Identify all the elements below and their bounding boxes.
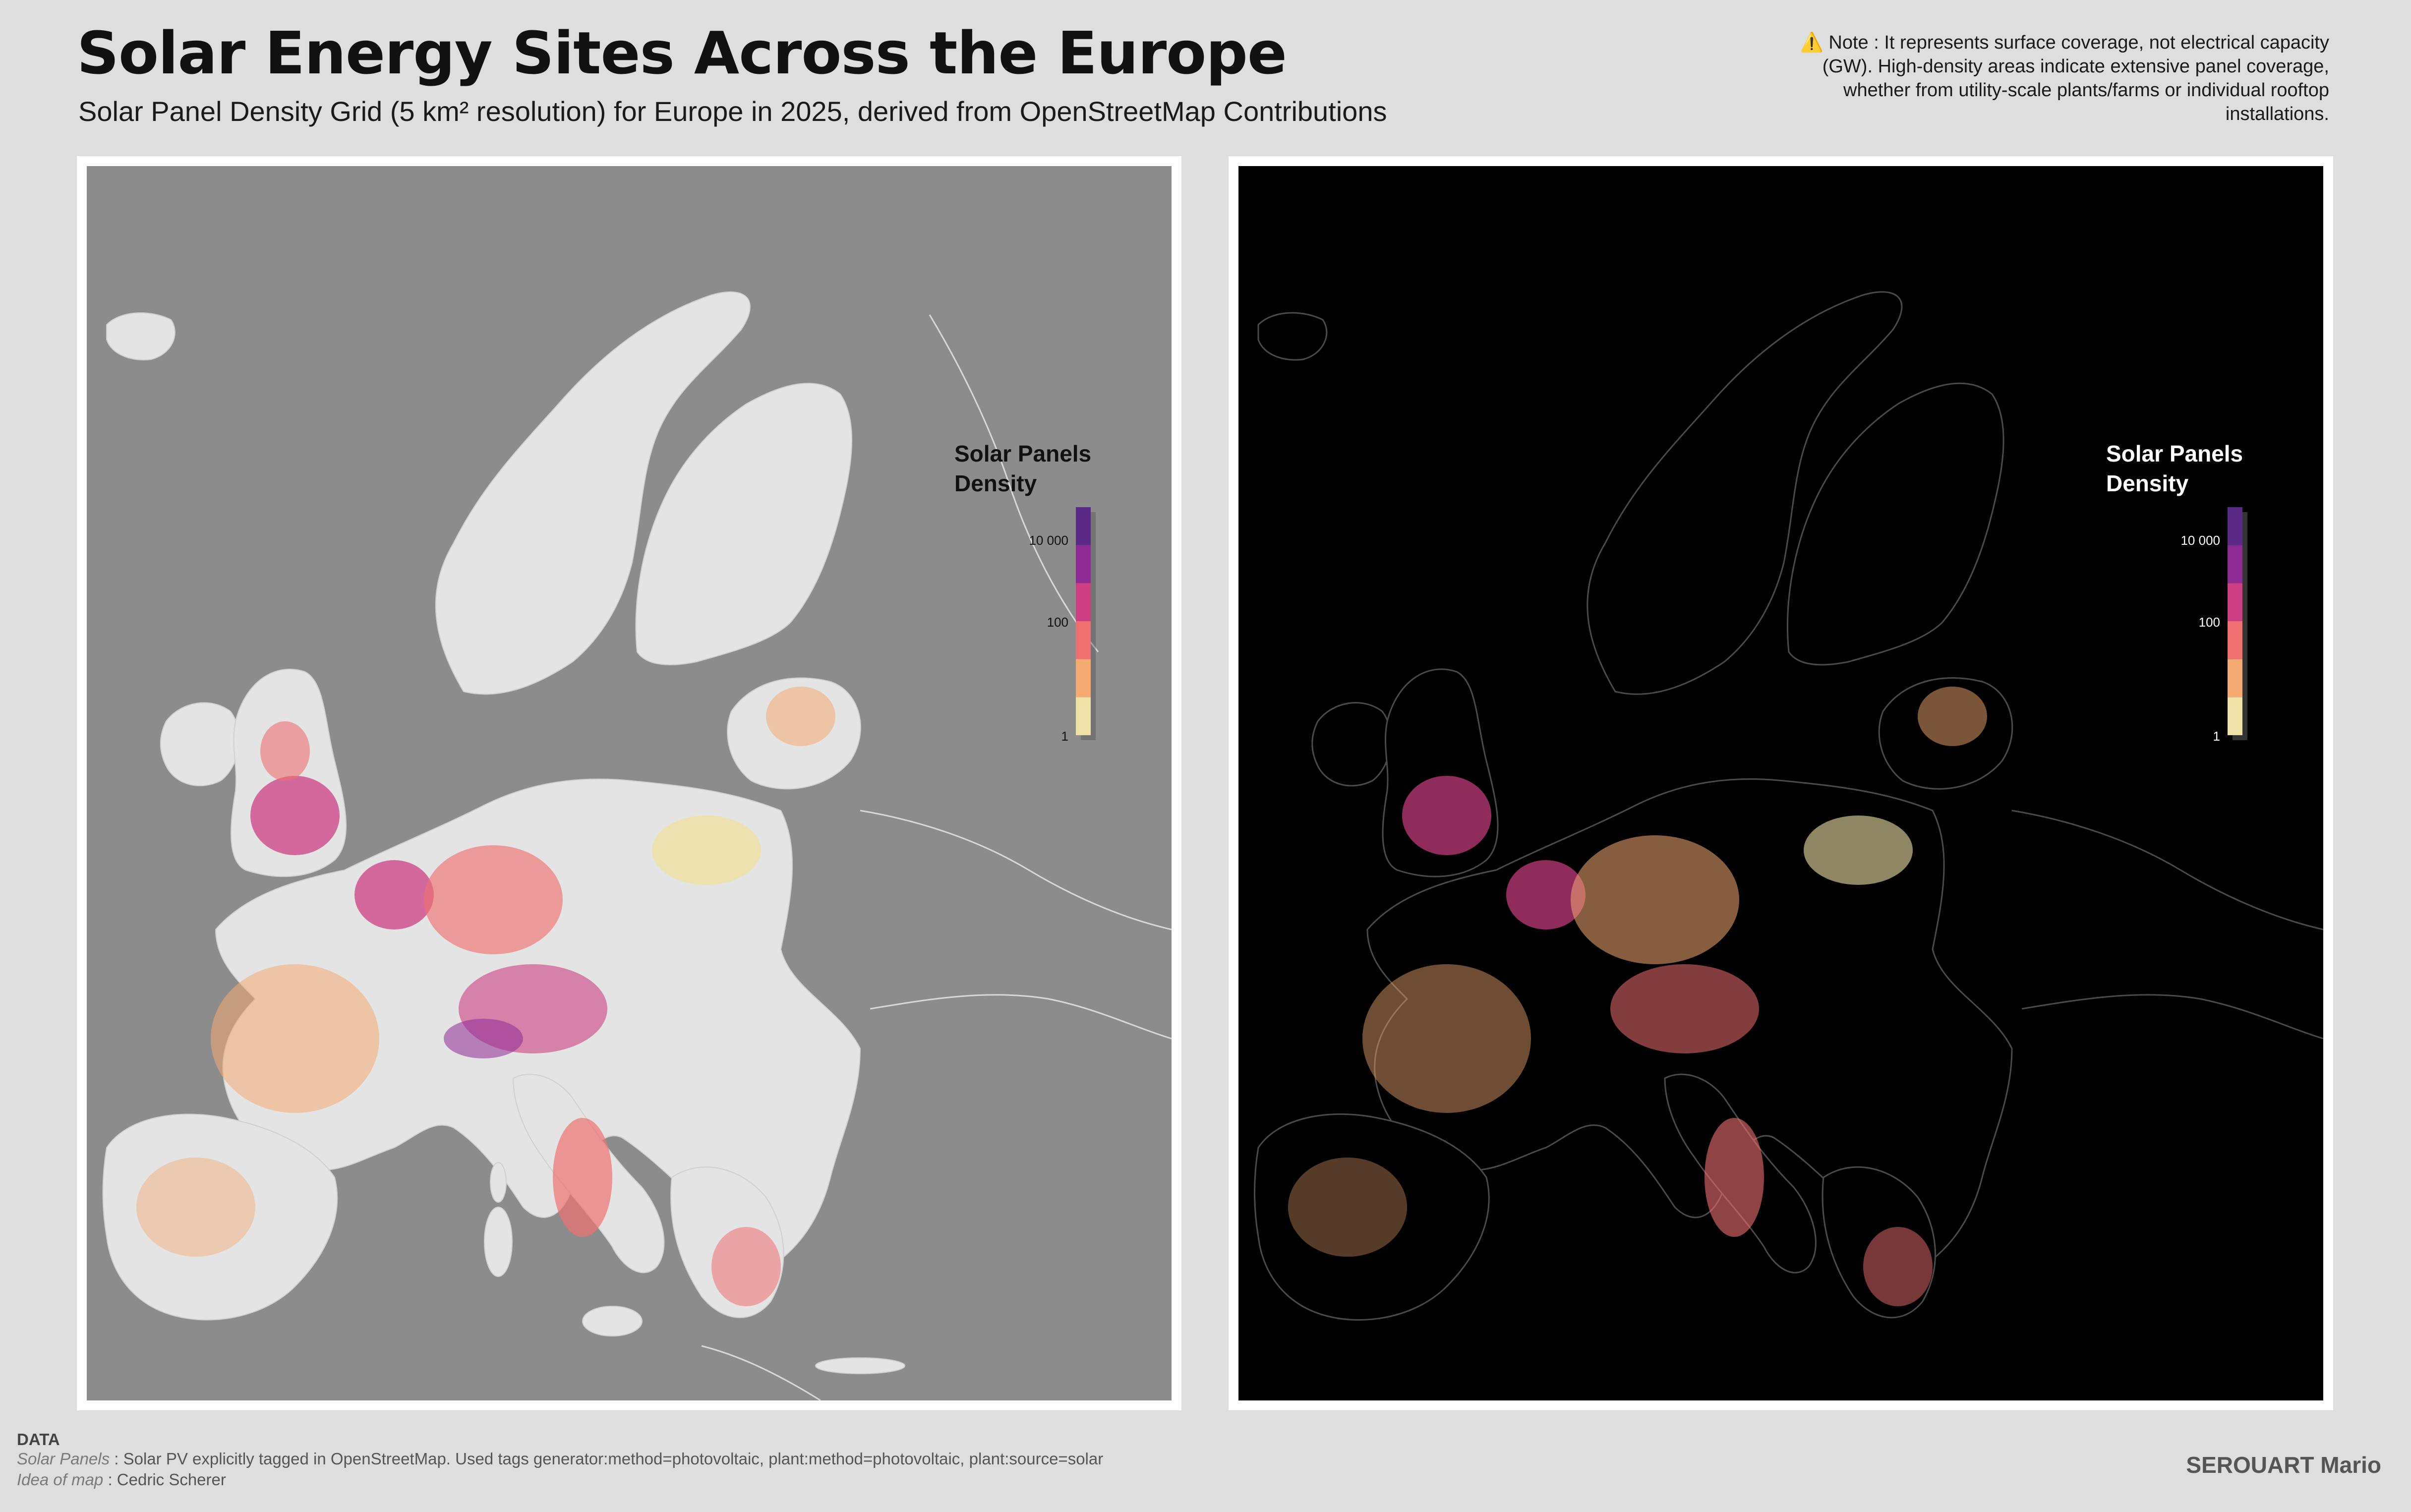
legend-label-10000: 10 000 <box>2180 533 2220 548</box>
hotspot-baltic <box>766 687 835 746</box>
legend-color-bar <box>2228 507 2247 740</box>
footer-idea-label: Idea of map <box>17 1470 104 1489</box>
footer-data-heading: DATA <box>17 1430 60 1449</box>
europe-map-light <box>87 166 1172 1400</box>
legend-title-line2: Density <box>954 470 1037 496</box>
legend-swatch <box>2228 697 2242 735</box>
density-hotspots <box>136 687 835 1306</box>
map-panel-dark: Solar Panels Density 10 000 100 1 <box>1229 156 2333 1410</box>
legend-label-100: 100 <box>1047 615 1068 630</box>
density-hotspots <box>1288 687 1987 1306</box>
map-canvas-light: Solar Panels Density 10 000 100 1 <box>87 166 1172 1400</box>
legend-swatch <box>2228 659 2242 698</box>
sicily <box>582 1306 643 1337</box>
hotspot-uk-north <box>260 721 310 781</box>
legend-swatch <box>2228 621 2242 659</box>
footer-idea-line: Idea of map : Cedric Scherer <box>17 1470 226 1489</box>
legend-swatch <box>2228 545 2242 583</box>
hotspot-greece <box>711 1227 781 1306</box>
footer-source-line: Solar Panels : Solar PV explicitly tagge… <box>17 1450 1103 1468</box>
sweden-finland <box>635 383 853 665</box>
corsica <box>490 1162 507 1203</box>
hotspot-spain <box>136 1158 255 1257</box>
hotspot-benelux <box>354 860 434 930</box>
warning-icon: ⚠️ <box>1800 32 1823 53</box>
legend-swatch <box>2228 583 2242 621</box>
legend-title: Solar Panels Density <box>2106 439 2243 498</box>
legend-swatch <box>1076 621 1091 659</box>
legend-label-1: 1 <box>1061 729 1068 744</box>
footer-source-label: Solar Panels <box>17 1450 110 1468</box>
ireland <box>160 702 240 786</box>
hotspot-italy <box>553 1118 612 1237</box>
note-text: Note : It represents surface coverage, n… <box>1822 32 2329 124</box>
legend-swatch <box>1076 507 1091 545</box>
sardinia <box>484 1207 513 1277</box>
legend-swatch <box>2228 507 2242 545</box>
legend-swatch <box>1076 659 1091 698</box>
scandinavia <box>435 291 751 695</box>
legend-label-1: 1 <box>2213 729 2220 744</box>
legend-title: Solar Panels Density <box>954 439 1091 498</box>
legend-color-bar <box>1076 507 1096 740</box>
legend-title-line1: Solar Panels <box>2106 441 2243 466</box>
legend-label-100: 100 <box>2198 615 2220 630</box>
europe-map-dark <box>1238 166 2323 1400</box>
hotspot-france <box>211 964 379 1113</box>
legend-swatch <box>1076 583 1091 621</box>
legend-label-10000: 10 000 <box>1029 533 1068 548</box>
iceland <box>106 312 176 360</box>
map-canvas-dark: Solar Panels Density 10 000 100 1 <box>1238 166 2323 1400</box>
author-credit: SEROUART Mario <box>2186 1452 2381 1478</box>
map-panel-light: Solar Panels Density 10 000 100 1 <box>77 156 1181 1410</box>
hotspot-poland <box>652 815 761 885</box>
crete <box>815 1357 905 1374</box>
note-box: ⚠️ Note : It represents surface coverage… <box>1774 31 2330 126</box>
iberia <box>102 1113 338 1321</box>
legend-swatch <box>1076 545 1091 583</box>
eastern-borders <box>701 314 1172 1400</box>
footer-idea-text: : Cedric Scherer <box>103 1470 226 1489</box>
hotspot-switzerland <box>444 1019 523 1058</box>
footer-source-text: : Solar PV explicitly tagged in OpenStre… <box>110 1450 1104 1468</box>
page-title: Solar Energy Sites Across the Europe <box>77 19 1287 87</box>
legend-swatch <box>1076 697 1091 735</box>
page-subtitle: Solar Panel Density Grid (5 km² resoluti… <box>78 96 1387 127</box>
legend-title-line1: Solar Panels <box>954 441 1092 466</box>
hotspot-germany-west <box>424 845 563 954</box>
hotspot-uk <box>250 776 340 855</box>
legend-title-line2: Density <box>2106 470 2189 496</box>
